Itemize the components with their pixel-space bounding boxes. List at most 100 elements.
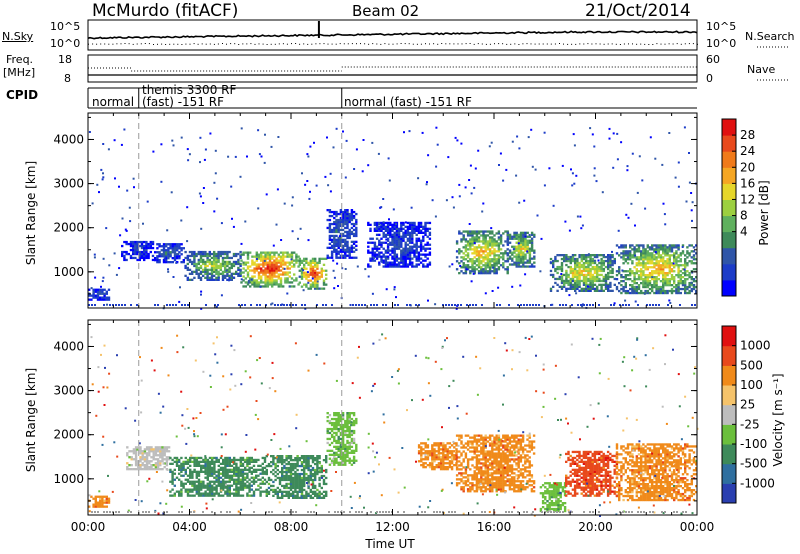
echo-cell [497, 246, 501, 249]
echo-cell [161, 458, 164, 461]
echo-cell [213, 270, 216, 273]
echo-cell [202, 262, 205, 266]
scatter-echo [332, 269, 335, 272]
echo-cell [328, 449, 332, 452]
echo-cell [576, 269, 579, 273]
echo-cell [307, 478, 310, 482]
echo-cell [666, 264, 669, 267]
echo-cell [199, 250, 203, 254]
echo-cell [318, 455, 321, 458]
echo-cell [488, 250, 492, 253]
echo-cell [134, 456, 138, 459]
echo-cell [296, 464, 299, 468]
echo-cell [217, 274, 220, 277]
echo-cell [282, 259, 285, 262]
echo-cell [352, 250, 356, 253]
scatter-echo [388, 218, 390, 221]
echo-cell [261, 482, 264, 485]
echo-cell [373, 259, 377, 262]
echo-cell [424, 229, 427, 232]
echo-cell [506, 231, 510, 234]
echo-cell [471, 264, 474, 267]
echo-cell [673, 260, 676, 263]
noise-search-dot [473, 43, 475, 45]
echo-cell [274, 470, 277, 474]
scatter-echo [668, 132, 671, 134]
echo-cell [657, 248, 660, 251]
echo-cell [195, 474, 198, 477]
echo-cell [284, 251, 287, 254]
echo-cell [288, 263, 291, 266]
echo-cell [200, 488, 203, 491]
echo-cell [296, 474, 299, 478]
echo-cell [296, 482, 299, 486]
echo-cell [600, 265, 603, 269]
echo-cell [574, 279, 577, 283]
echo-cell [204, 492, 207, 495]
echo-cell [274, 488, 277, 492]
echo-cell [134, 464, 138, 467]
ground-scatter [259, 304, 261, 306]
echo-cell [206, 274, 209, 277]
echo-cell [145, 454, 149, 457]
echo-cell [337, 250, 340, 253]
echo-cell [328, 228, 332, 232]
echo-cell [337, 220, 340, 224]
echo-cell [99, 288, 102, 291]
echo-cell [273, 253, 276, 256]
scatter-echo [275, 223, 278, 226]
echo-cell [165, 253, 168, 256]
echo-cell [602, 277, 605, 281]
echo-cell [642, 254, 645, 257]
echo-cell [296, 480, 299, 484]
echo-cell [335, 214, 338, 218]
echo-cell [139, 452, 142, 455]
echo-cell [466, 242, 470, 245]
echo-cell [618, 268, 621, 271]
scatter-echo [518, 201, 521, 204]
echo-cell [677, 282, 680, 285]
echo-cell [226, 490, 229, 493]
echo-cell [275, 259, 278, 262]
scatter-echo [306, 153, 309, 156]
echo-cell [154, 446, 158, 449]
echo-cell [284, 279, 287, 282]
echo-cell [298, 484, 301, 488]
echo-cell [239, 264, 242, 268]
echo-cell [175, 476, 179, 479]
echo-cell [226, 494, 229, 497]
echo-cell [346, 222, 349, 226]
echo-cell [530, 239, 534, 242]
echo-cell [464, 230, 468, 233]
echo-cell [107, 296, 111, 299]
echo-cell [200, 486, 203, 489]
echo-cell [378, 227, 381, 230]
echo-cell [486, 242, 490, 245]
echo-cell [271, 281, 274, 284]
echo-cell [517, 259, 521, 262]
echo-cell [677, 268, 680, 271]
echo-cell [611, 271, 614, 275]
echo-cell [622, 250, 625, 253]
echo-cell [380, 257, 383, 260]
echo-cell [290, 259, 294, 262]
echo-cell [141, 468, 144, 471]
echo-cell [303, 496, 306, 499]
echo-cell [300, 461, 304, 464]
scatter-echo [329, 172, 332, 175]
echo-cell [415, 243, 418, 246]
echo-cell [294, 462, 297, 466]
echo-cell [208, 260, 211, 264]
echo-cell [281, 478, 284, 482]
echo-cell [466, 252, 470, 255]
echo-cell [197, 470, 201, 473]
echo-cell [264, 285, 267, 288]
echo-cell [692, 280, 696, 283]
echo-cell [477, 272, 481, 275]
echo-cell [275, 263, 278, 266]
echo-cell [285, 455, 288, 458]
echo-cell [219, 250, 222, 254]
echo-cell [199, 276, 203, 279]
scatter-echo [481, 210, 484, 213]
echo-cell [268, 275, 272, 278]
